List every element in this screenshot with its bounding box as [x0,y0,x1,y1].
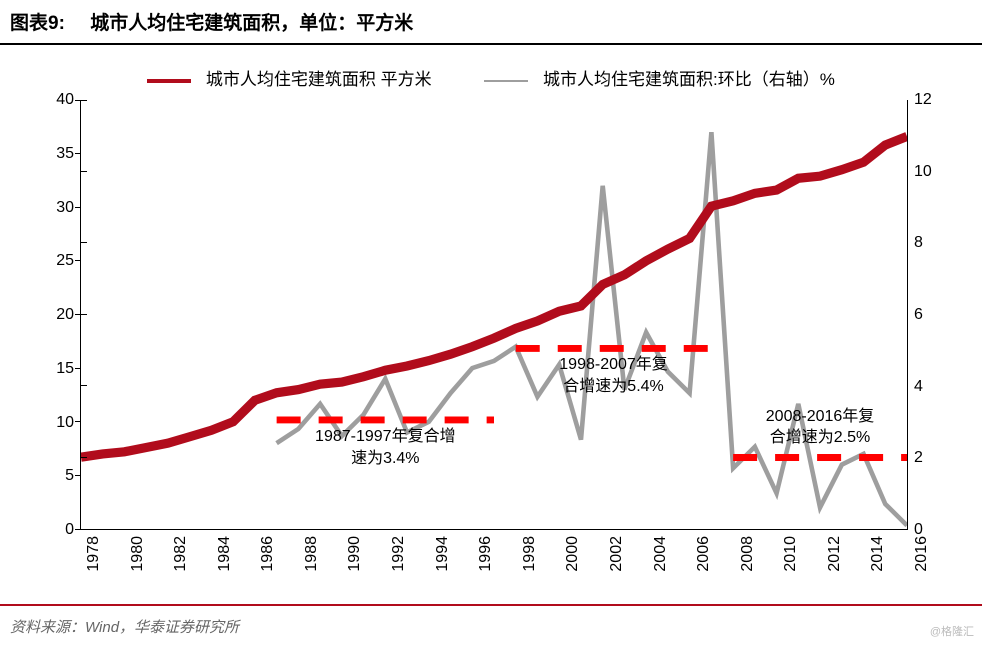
chart-area: 城市人均住宅建筑面积 平方米 城市人均住宅建筑面积:环比（右轴）% 0 5 10 15… [40,61,942,581]
x-tick: 1998 [521,536,539,572]
annotation-label: 1987-1997年复合增速为3.4% [305,426,465,469]
legend-label-area: 城市人均住宅建筑面积 平方米 [206,70,432,89]
x-tick: 1978 [85,536,103,572]
x-tick: 2014 [869,536,887,572]
x-tick: 2002 [608,536,626,572]
y-right-tick: 2 [914,449,923,467]
y-axis-right: 024681012 [908,100,942,530]
y-left-tick: 35 [56,145,74,163]
x-tick: 2004 [652,536,670,572]
legend: 城市人均住宅建筑面积 平方米 城市人均住宅建筑面积:环比（右轴）% [40,61,942,100]
x-tick: 1990 [346,536,364,572]
x-tick: 1992 [390,536,408,572]
y-right-tick: 4 [914,378,923,396]
x-tick: 2016 [913,536,931,572]
y-left-tick: 5 [65,467,74,485]
y-left-tick: 30 [56,199,74,217]
x-axis: 1978 1980 1982 1984 1986 1988 1990 1992 1994 1996… [80,530,908,584]
y-left-tick: 10 [56,414,74,432]
x-tick: 1994 [434,536,452,572]
x-tick: 1980 [129,536,147,572]
x-tick: 1982 [172,536,190,572]
y-left-tick: 25 [56,252,74,270]
y-right-tick: 8 [914,234,923,252]
chart-title: 城市人均住宅建筑面积，单位：平方米 [90,13,413,34]
source-text: 资料来源：Wind，华泰证券研究所 [10,619,239,636]
footer: 资料来源：Wind，华泰证券研究所 @格隆汇 [0,604,982,645]
y-right-tick: 10 [914,163,932,181]
x-tick: 2012 [826,536,844,572]
chart-number: 图表9: [10,13,65,34]
x-tick: 1984 [216,536,234,572]
legend-label-yoy: 城市人均住宅建筑面积:环比（右轴）% [543,70,835,89]
y-right-tick: 6 [914,306,923,324]
y-left-tick: 20 [56,306,74,324]
chart-svg [81,100,907,529]
y-left-tick: 40 [56,91,74,109]
watermark: @格隆汇 [930,623,974,639]
y-axis-left: 0510152025303540 [40,100,80,530]
x-tick: 1988 [303,536,321,572]
chart-header: 图表9: 城市人均住宅建筑面积，单位：平方米 [0,0,982,45]
x-tick: 2008 [739,536,757,572]
x-tick: 1986 [259,536,277,572]
x-tick: 2000 [564,536,582,572]
legend-item-yoy: 城市人均住宅建筑面积:环比（右轴）% [484,65,835,90]
legend-swatch-area [147,79,191,83]
y-left-tick: 15 [56,360,74,378]
annotation-label: 2008-2016年复合增速为2.5% [740,406,900,449]
plot: 1987-1997年复合增速为3.4% 1998-2007年复合增速为5.4% 20… [80,100,908,530]
annotation-label: 1998-2007年复合增速为5.4% [534,354,694,397]
y-left-tick: 0 [65,521,74,539]
plot-wrap: 0510152025303540 1987-1997年复合增速为3.4%1998… [40,100,942,530]
legend-item-area: 城市人均住宅建筑面积 平方米 [147,65,431,90]
x-tick: 2006 [695,536,713,572]
legend-swatch-yoy [484,80,528,82]
y-right-tick: 12 [914,91,932,109]
x-tick: 1996 [477,536,495,572]
x-tick: 2010 [782,536,800,572]
